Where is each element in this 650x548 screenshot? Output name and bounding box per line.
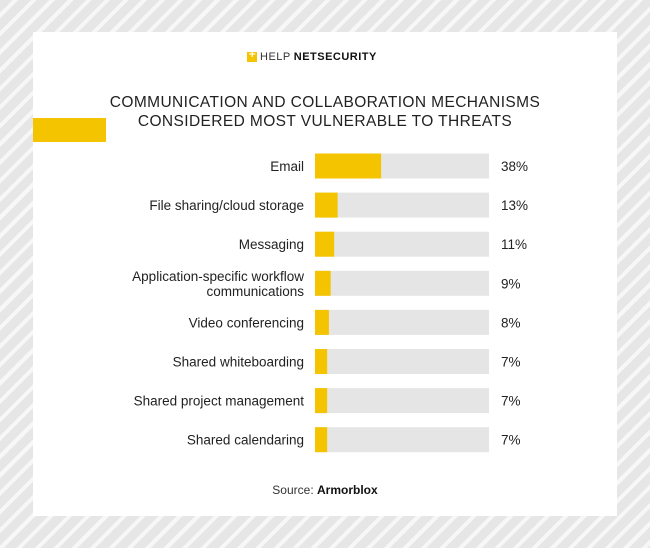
value-label-file-sharing-cloud-storage: 13% [501,198,528,213]
value-label-shared-whiteboarding: 7% [501,355,521,370]
value-label-messaging: 11% [501,237,527,252]
source-name: Armorblox [317,483,378,497]
brand-net-security: NETSECURITY [293,51,377,63]
value-label-shared-project-management: 7% [501,394,521,409]
bar-application-specific-workflow-communications [315,270,331,296]
source-prefix: Source: [272,483,314,497]
bar-track-shared-whiteboarding [315,349,489,374]
source-note: Source: Armorblox [33,483,617,497]
bar-email [315,153,382,179]
bar-shared-calendaring [315,427,328,453]
bar-shared-whiteboarding [315,349,328,374]
bar-track-shared-calendaring [315,427,489,453]
chart-title-line-1: COMMUNICATION AND COLLABORATION MECHANIS… [109,94,541,111]
brand-logo: HELP NETSECURITY [247,49,377,64]
chart-title-line-2: CONSIDERED MOST VULNERABLE TO THREATS [137,113,513,130]
category-label-email: Email [270,159,304,174]
category-label-shared-whiteboarding: Shared whiteboarding [173,355,304,370]
bar-messaging [315,231,335,257]
value-label-video-conferencing: 8% [501,315,521,330]
category-label-shared-calendaring: Shared calendaring [187,433,304,448]
category-label-file-sharing-cloud-storage: File sharing/cloud storage [149,198,304,213]
bar-track-file-sharing-cloud-storage [315,192,489,218]
plus-icon [247,49,257,62]
chart-title: COMMUNICATION AND COLLABORATION MECHANIS… [33,93,617,131]
category-label-video-conferencing: Video conferencing [189,315,304,330]
category-label-application-specific-workflow-communications: Application-specific workflow communicati… [132,269,304,299]
bar-video-conferencing [315,309,329,335]
category-label-shared-project-management: Shared project management [134,394,305,409]
value-label-shared-calendaring: 7% [501,433,521,448]
value-label-email: 38% [501,159,528,174]
bar-file-sharing-cloud-storage [315,192,338,218]
category-label-messaging: Messaging [239,237,304,252]
bar-track-application-specific-workflow-communications [315,270,489,296]
brand-help: HELP [260,51,291,63]
bar-track-video-conferencing [315,309,489,335]
bar-track-messaging [315,231,489,257]
bar-shared-project-management [315,388,328,414]
bar-track-shared-project-management [315,388,489,414]
value-label-application-specific-workflow-communications: 9% [501,276,521,291]
accent-bar [33,118,106,142]
